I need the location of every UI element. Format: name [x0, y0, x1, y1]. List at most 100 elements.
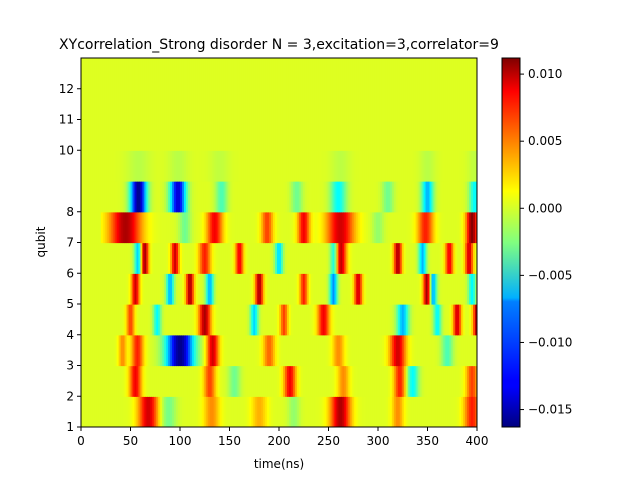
heatmap-cell-1-176	[255, 365, 258, 397]
heatmap-cell-4-286	[364, 273, 367, 305]
heatmap-cell-5-264	[342, 242, 345, 274]
heatmap-cell-1-270	[348, 365, 351, 397]
heatmap-cell-9-22	[102, 58, 106, 151]
heatmap-cell-7-350	[427, 181, 431, 213]
heatmap-cell-9-308	[385, 58, 389, 151]
heatmap-cell-8-328	[405, 150, 409, 182]
heatmap-cell-0-366	[443, 396, 446, 427]
heatmap-cell-1-20	[100, 365, 104, 397]
heatmap-cell-1-290	[368, 365, 371, 397]
heatmap-cell-0-232	[310, 396, 314, 427]
heatmap-cell-8-254	[332, 150, 336, 182]
heatmap-cell-7-112	[191, 181, 195, 213]
heatmap-cell-2-60	[140, 334, 143, 367]
heatmap-cell-4-184	[263, 273, 266, 305]
heatmap-cell-1-188	[267, 365, 270, 397]
heatmap-cell-6-238	[316, 211, 320, 244]
heatmap-cell-2-16	[96, 334, 100, 367]
heatmap-cell-8-94	[174, 150, 177, 182]
heatmap-cell-8-292	[370, 150, 373, 182]
heatmap-cell-1-238	[316, 365, 320, 397]
heatmap-cell-7-52	[132, 181, 136, 213]
heatmap-cell-8-204	[282, 150, 286, 182]
heatmap-cell-4-108	[187, 273, 191, 305]
heatmap-cell-3-172	[251, 304, 254, 336]
heatmap-cell-3-312	[389, 304, 393, 336]
heatmap-cell-9-338	[415, 58, 419, 151]
heatmap-cell-5-310	[387, 242, 391, 274]
heatmap-cell-9-364	[441, 58, 444, 151]
heatmap-cell-4-202	[280, 273, 284, 305]
heatmap-cell-2-2	[82, 334, 86, 367]
heatmap-cell-1-190	[269, 365, 272, 397]
heatmap-cell-9-198	[277, 58, 280, 151]
heatmap-cell-9-40	[120, 58, 124, 151]
heatmap-cell-7-40	[120, 181, 124, 213]
heatmap-cell-2-302	[379, 334, 383, 367]
heatmap-cell-8-170	[249, 150, 252, 182]
heatmap-cell-2-398	[475, 334, 477, 367]
heatmap-cell-9-102	[181, 58, 185, 151]
heatmap-cell-1-232	[310, 365, 314, 397]
heatmap-cell-3-332	[409, 304, 413, 336]
heatmap-cell-7-362	[439, 181, 442, 213]
heatmap-cell-6-24	[104, 211, 108, 244]
heatmap-cell-2-226	[304, 334, 308, 367]
heatmap-cell-8-294	[372, 150, 375, 182]
heatmap-cell-0-86	[166, 396, 169, 427]
heatmap-cell-4-316	[393, 273, 397, 305]
heatmap-cell-1-152	[231, 365, 235, 397]
heatmap-cell-2-26	[106, 334, 110, 367]
heatmap-cell-9-360	[437, 58, 440, 151]
heatmap-cell-5-234	[312, 242, 316, 274]
heatmap-cell-6-244	[322, 211, 326, 244]
heatmap-cell-7-122	[201, 181, 205, 213]
heatmap-cell-0-298	[376, 396, 379, 427]
heatmap-cell-1-220	[298, 365, 302, 397]
heatmap-cell-8-196	[275, 150, 278, 182]
heatmap-cell-4-204	[282, 273, 286, 305]
heatmap-cell-2-246	[324, 334, 328, 367]
heatmap-cell-5-146	[225, 242, 229, 274]
heatmap-cell-1-36	[116, 365, 120, 397]
heatmap-cell-6-20	[100, 211, 104, 244]
heatmap-cell-8-258	[336, 150, 339, 182]
heatmap-cell-2-252	[330, 334, 334, 367]
heatmap-cell-4-150	[229, 273, 233, 305]
heatmap-cell-8-64	[144, 150, 147, 182]
heatmap-cell-1-130	[209, 365, 213, 397]
heatmap-cell-2-350	[427, 334, 431, 367]
heatmap-cell-7-160	[239, 181, 242, 213]
heatmap-cell-6-212	[290, 211, 294, 244]
heatmap-cell-4-142	[221, 273, 225, 305]
heatmap-cell-1-194	[273, 365, 276, 397]
heatmap-cell-2-114	[193, 334, 197, 367]
heatmap-cell-8-260	[338, 150, 341, 182]
heatmap-cell-4-186	[265, 273, 268, 305]
heatmap-cell-6-248	[326, 211, 330, 244]
heatmap-cell-3-116	[195, 304, 199, 336]
heatmap-cell-6-78	[158, 211, 161, 244]
heatmap-cell-6-390	[467, 211, 470, 244]
heatmap-cell-3-178	[257, 304, 260, 336]
heatmap-cell-5-8	[88, 242, 92, 274]
heatmap-cell-1-30	[110, 365, 114, 397]
heatmap-cell-3-134	[213, 304, 217, 336]
heatmap-cell-4-378	[455, 273, 458, 305]
heatmap-cell-0-248	[326, 396, 330, 427]
heatmap-cell-8-136	[215, 150, 219, 182]
heatmap-cell-7-240	[318, 181, 322, 213]
heatmap-cell-2-86	[166, 334, 169, 367]
heatmap-cell-9-228	[306, 58, 310, 151]
heatmap-cell-9-170	[249, 58, 252, 151]
heatmap-cell-5-0	[81, 242, 84, 274]
heatmap-cell-3-256	[334, 304, 338, 336]
heatmap-cell-0-208	[286, 396, 290, 427]
heatmap-cell-2-364	[441, 334, 444, 367]
heatmap-cell-0-92	[172, 396, 175, 427]
heatmap-cell-4-80	[160, 273, 163, 305]
heatmap-cell-3-6	[86, 304, 90, 336]
heatmap-cell-9-74	[154, 58, 157, 151]
heatmap-cell-6-320	[397, 211, 401, 244]
heatmap-cell-4-134	[213, 273, 217, 305]
